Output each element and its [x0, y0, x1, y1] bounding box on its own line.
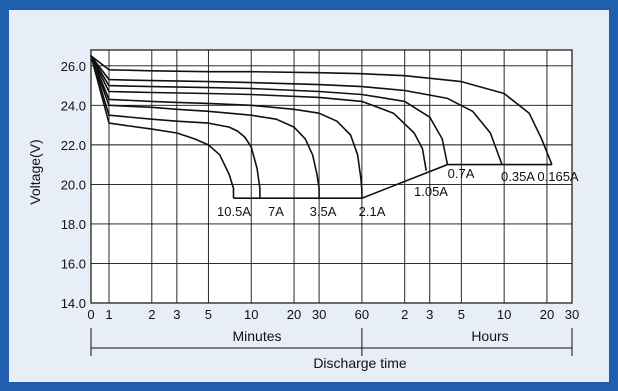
- fan-dot: [97, 75, 99, 77]
- fan-dot: [93, 62, 96, 64]
- y-tick-label: 16.0: [61, 256, 86, 271]
- x-group-label-minutes: Minutes: [232, 328, 281, 344]
- fan-dot: [108, 69, 110, 71]
- fan-dot: [101, 90, 103, 93]
- x-tick-label: 1: [105, 307, 112, 322]
- fan-dot: [108, 90, 110, 93]
- x-tick-label: 0: [87, 307, 94, 322]
- grid: [90, 49, 573, 304]
- fan-dot: [104, 109, 107, 111]
- series-line-0.7A: [90, 55, 449, 165]
- fan-dot: [101, 76, 103, 79]
- fan-dot: [108, 114, 110, 116]
- axes: 0 1 2 3 5 10 20 30 60 2 3 5 10 20 30 14.0 16.0 18.0 20.0 22…: [61, 59, 579, 356]
- series-line-2.1A: [90, 55, 363, 199]
- fan-dot: [93, 65, 96, 67]
- x-tick-label: 30: [312, 307, 326, 322]
- fan-dot: [101, 63, 103, 65]
- series-label-10.5A: 10.5A: [217, 204, 251, 219]
- y-axis-title: Voltage(V): [27, 139, 43, 204]
- fan-dot: [97, 64, 99, 67]
- fan-dot: [108, 104, 110, 107]
- fan-dot: [108, 98, 110, 101]
- x-tick-label: 60: [355, 307, 369, 322]
- fan-dot: [104, 78, 107, 81]
- fan-dot: [104, 102, 107, 105]
- x-tick-label: 30: [565, 307, 579, 322]
- y-tick-label: 24.0: [61, 98, 86, 113]
- series-label-1.05A: 1.05A: [414, 184, 448, 199]
- fan-dot: [101, 73, 103, 75]
- x-tick-label: 2: [401, 307, 408, 322]
- fan-dot: [97, 60, 99, 63]
- series-line-10.5A: [90, 55, 235, 199]
- fan-dot: [108, 84, 110, 87]
- x-tick-label: 10: [497, 307, 511, 322]
- fan-dot: [93, 58, 96, 60]
- fan-dot: [97, 82, 99, 84]
- series-line-3.5A: [90, 55, 320, 199]
- x-tick-label: 5: [205, 307, 212, 322]
- series-layer: [90, 55, 553, 199]
- fan-dot: [104, 94, 107, 97]
- x-axis-title: Discharge time: [313, 355, 407, 371]
- series-label-2.1A: 2.1A: [359, 204, 386, 219]
- fan-dot: [97, 72, 99, 75]
- series-line-0.165A: [90, 55, 553, 165]
- series-label-0.35A: 0.35A: [501, 169, 535, 184]
- y-tick-label: 18.0: [61, 217, 86, 232]
- x-tick-label: 20: [540, 307, 554, 322]
- fan-dot: [93, 68, 96, 71]
- fan-dot: [93, 60, 96, 62]
- y-tick-label: 22.0: [61, 138, 86, 153]
- end-voltage-line: [361, 163, 552, 199]
- fan-dot: [93, 63, 96, 66]
- x-tick-label: 2: [148, 307, 155, 322]
- x-tick-label: 10: [244, 307, 258, 322]
- series-label-7A: 7A: [268, 204, 284, 219]
- series-label-3.5A: 3.5A: [310, 204, 337, 219]
- x-tick-label: 5: [458, 307, 465, 322]
- series-line-7A: [90, 55, 261, 199]
- fan-dot: [101, 95, 103, 98]
- fan-dot: [108, 122, 110, 124]
- fan-dot: [101, 81, 103, 83]
- x-tick-label: 20: [287, 307, 301, 322]
- y-tick-label: 20.0: [61, 177, 86, 192]
- fan-dot: [101, 84, 103, 87]
- fan-dot: [97, 67, 99, 69]
- x-tick-label: 3: [426, 307, 433, 322]
- x-group-label-hours: Hours: [471, 328, 508, 344]
- y-tick-label: 26.0: [61, 59, 86, 74]
- fan-dot: [108, 78, 110, 81]
- fan-dot: [104, 74, 107, 76]
- fan-dot: [97, 69, 99, 71]
- series-line-1.05A: [90, 55, 427, 171]
- fan-dot: [97, 78, 99, 81]
- series-label-0.7A: 0.7A: [448, 166, 475, 181]
- fan-dot: [104, 83, 107, 86]
- plot-area: [90, 49, 573, 304]
- fan-dot: [104, 90, 107, 92]
- series-label-0.165A: 0.165A: [537, 169, 579, 184]
- x-tick-label: 3: [173, 307, 180, 322]
- fan-dot: [90, 55, 92, 57]
- fan-dot: [101, 69, 103, 71]
- fan-dot: [104, 66, 107, 68]
- fan-dot: [93, 67, 96, 69]
- fan-dot: [93, 61, 96, 63]
- y-tick-label: 14.0: [61, 296, 86, 311]
- series-line-0.35A: [90, 55, 503, 165]
